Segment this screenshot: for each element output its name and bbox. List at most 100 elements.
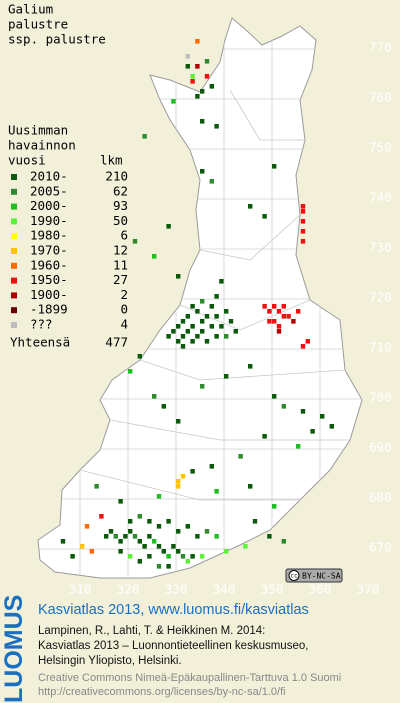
record-square <box>310 429 315 434</box>
record-square <box>190 324 195 329</box>
record-square <box>281 404 286 409</box>
record-square <box>214 489 219 494</box>
record-square <box>185 64 190 69</box>
record-square <box>200 299 205 304</box>
record-square <box>291 319 296 324</box>
record-square <box>204 529 210 534</box>
y-tick-label: 680 <box>369 490 392 505</box>
record-square <box>200 169 205 174</box>
record-square <box>209 84 214 89</box>
record-square <box>137 354 142 359</box>
license-line: Creative Commons Nimeä-Epäkaupallinen-Ta… <box>38 672 342 684</box>
record-square <box>262 304 267 309</box>
record-square <box>209 464 214 469</box>
record-square <box>219 324 224 329</box>
record-square <box>185 329 190 334</box>
record-square <box>300 219 306 224</box>
record-square <box>300 209 306 214</box>
record-square <box>300 344 306 349</box>
record-square <box>190 554 195 559</box>
legend-count: 11 <box>113 257 128 272</box>
record-square <box>180 554 186 559</box>
record-square <box>99 514 104 519</box>
record-square <box>276 329 282 334</box>
record-square <box>209 304 214 309</box>
record-square <box>300 409 306 414</box>
legend-label: -1899 <box>30 302 68 317</box>
record-square <box>152 254 157 259</box>
record-square <box>166 519 171 524</box>
record-square <box>228 319 234 324</box>
record-square <box>248 204 253 209</box>
record-square <box>272 164 277 169</box>
record-square <box>185 314 190 319</box>
record-square <box>166 224 171 229</box>
record-square <box>137 559 142 564</box>
record-square <box>190 74 195 79</box>
record-square <box>190 469 195 474</box>
record-square <box>94 484 99 489</box>
map: 310 320 330 340 350 360 370 670 680 690 700 710 720 7… <box>8 2 392 597</box>
x-tick-label: 340 <box>213 582 236 597</box>
record-square <box>248 484 253 489</box>
record-square <box>219 279 224 284</box>
record-square <box>128 554 133 559</box>
record-square <box>185 54 190 59</box>
record-square <box>161 404 166 409</box>
record-square <box>118 549 123 554</box>
record-square <box>171 544 176 549</box>
legend-swatch <box>11 292 17 299</box>
legend-label: 2010- <box>30 169 68 184</box>
record-square <box>166 334 171 339</box>
record-square <box>190 304 195 309</box>
record-square <box>156 544 162 549</box>
record-square <box>128 369 133 374</box>
record-square <box>305 339 310 344</box>
record-square <box>180 474 186 479</box>
record-square <box>180 319 186 324</box>
record-square <box>209 179 214 184</box>
record-square <box>200 119 205 124</box>
record-square <box>224 334 229 339</box>
legend-count: 0 <box>120 302 128 317</box>
source-title: Kasviatlas 2013, www.luomus.fi/kasviatla… <box>38 602 309 618</box>
title: palustre <box>8 17 68 32</box>
country-outline <box>37 17 363 579</box>
legend-count: 6 <box>120 228 128 243</box>
record-square <box>152 539 157 544</box>
footer: LUOMUS Kasviatlas 2013, www.luomus.fi/ka… <box>0 595 400 703</box>
record-square <box>252 519 258 524</box>
record-square <box>132 534 138 539</box>
legend-label: 2000- <box>30 198 68 213</box>
record-square <box>118 539 123 544</box>
badge-text: BY-NC-SA <box>302 572 341 581</box>
record-square <box>180 344 186 349</box>
legend-swatch <box>11 233 17 240</box>
legend-heading: vuosi <box>8 153 46 168</box>
y-tick-label: 720 <box>369 290 392 305</box>
record-square <box>137 539 142 544</box>
record-square <box>195 94 200 99</box>
legend-label: 1980- <box>30 228 68 243</box>
x-tick-label: 350 <box>261 582 284 597</box>
record-square <box>272 304 277 309</box>
legend-heading: havainnon <box>8 138 76 153</box>
record-square <box>132 239 138 244</box>
record-square <box>248 364 253 369</box>
record-square <box>190 339 195 344</box>
x-tick-label: 360 <box>309 582 332 597</box>
record-square <box>80 544 85 549</box>
record-square <box>272 394 277 399</box>
record-square <box>262 214 267 219</box>
legend-swatch <box>11 307 17 314</box>
record-square <box>147 519 152 524</box>
record-square <box>214 334 219 339</box>
record-square <box>214 124 219 129</box>
y-tick-label: 710 <box>369 340 392 355</box>
record-square <box>176 549 181 554</box>
record-square <box>190 79 195 84</box>
record-square <box>108 529 114 534</box>
record-square <box>176 419 181 424</box>
record-square <box>180 334 186 339</box>
legend-swatch <box>11 248 17 254</box>
